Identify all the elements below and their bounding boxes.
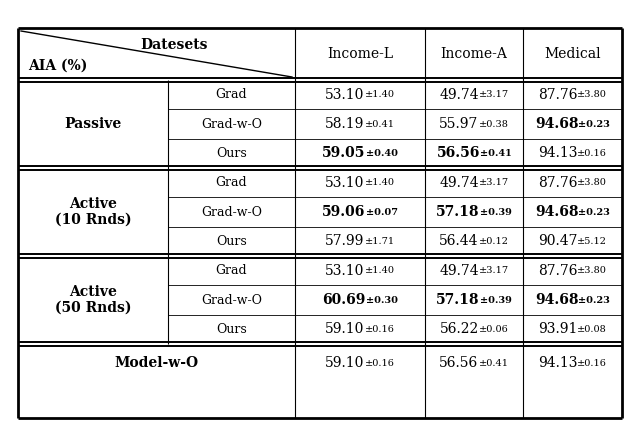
Text: ±0.07: ±0.07 [365, 207, 397, 216]
Text: 49.74: 49.74 [439, 176, 479, 190]
Text: 60.69: 60.69 [323, 293, 365, 307]
Text: AIA (%): AIA (%) [28, 58, 88, 73]
Text: 53.10: 53.10 [325, 88, 365, 102]
Text: Grad-w-O: Grad-w-O [201, 206, 262, 219]
Text: 53.10: 53.10 [325, 264, 365, 278]
Text: Grad-w-O: Grad-w-O [201, 117, 262, 130]
Text: ±0.41: ±0.41 [479, 358, 509, 367]
Text: 59.06: 59.06 [323, 205, 365, 219]
Text: 59.10: 59.10 [325, 322, 365, 336]
Text: ±1.40: ±1.40 [365, 266, 395, 275]
Text: Grad: Grad [216, 264, 247, 277]
Text: ±1.71: ±1.71 [365, 237, 395, 246]
Text: 94.13: 94.13 [538, 146, 577, 160]
Text: Grad-w-O: Grad-w-O [201, 293, 262, 306]
Text: ±3.17: ±3.17 [479, 178, 509, 187]
Text: ±0.08: ±0.08 [577, 325, 607, 334]
Text: 56.56: 56.56 [436, 146, 480, 160]
Text: ±0.16: ±0.16 [577, 358, 607, 367]
Text: 87.76: 87.76 [538, 88, 577, 102]
Text: 59.10: 59.10 [325, 356, 365, 370]
Text: Passive: Passive [65, 117, 122, 131]
Text: 94.68: 94.68 [535, 205, 579, 219]
Text: 93.91: 93.91 [538, 322, 577, 336]
Text: ±0.16: ±0.16 [365, 325, 395, 334]
Text: 56.56: 56.56 [440, 356, 479, 370]
Text: Active
(10 Rnds): Active (10 Rnds) [54, 197, 131, 227]
Text: 90.47: 90.47 [538, 234, 577, 248]
Text: ±0.41: ±0.41 [365, 120, 395, 129]
Text: 57.18: 57.18 [436, 293, 480, 307]
Text: ±0.23: ±0.23 [579, 207, 610, 216]
Text: 94.68: 94.68 [535, 293, 579, 307]
Text: 56.22: 56.22 [440, 322, 479, 336]
Text: 49.74: 49.74 [439, 88, 479, 102]
Text: ±0.16: ±0.16 [577, 149, 607, 158]
Text: ±0.23: ±0.23 [579, 296, 610, 305]
Text: ±0.41: ±0.41 [480, 149, 511, 158]
Text: 94.13: 94.13 [538, 356, 577, 370]
Text: ±0.38: ±0.38 [479, 120, 509, 129]
Text: Ours: Ours [216, 147, 247, 160]
Text: ±3.80: ±3.80 [577, 90, 607, 99]
Text: Ours: Ours [216, 235, 247, 248]
Text: 58.19: 58.19 [325, 117, 365, 131]
Text: ±0.40: ±0.40 [365, 149, 397, 158]
Text: ±3.17: ±3.17 [479, 90, 509, 99]
Text: Ours: Ours [216, 323, 247, 336]
Text: Grad: Grad [216, 176, 247, 189]
Text: 49.74: 49.74 [439, 264, 479, 278]
Text: 87.76: 87.76 [538, 264, 577, 278]
Text: 87.76: 87.76 [538, 176, 577, 190]
Text: ±0.16: ±0.16 [365, 358, 395, 367]
Text: Grad: Grad [216, 88, 247, 101]
Text: 59.05: 59.05 [323, 146, 365, 160]
Text: 94.68: 94.68 [535, 117, 579, 131]
Text: 55.97: 55.97 [440, 117, 479, 131]
Text: ±0.06: ±0.06 [479, 325, 509, 334]
Text: ±3.80: ±3.80 [577, 266, 607, 275]
Text: ±0.39: ±0.39 [480, 207, 512, 216]
Text: Income-L: Income-L [327, 47, 393, 61]
Text: ±0.30: ±0.30 [365, 296, 397, 305]
Text: ±0.23: ±0.23 [579, 120, 610, 129]
Text: 57.18: 57.18 [436, 205, 480, 219]
Text: Active
(50 Rnds): Active (50 Rnds) [55, 285, 131, 315]
Text: 53.10: 53.10 [325, 176, 365, 190]
Text: 57.99: 57.99 [325, 234, 365, 248]
Text: ±0.12: ±0.12 [479, 237, 509, 246]
Text: ±0.39: ±0.39 [480, 296, 512, 305]
Text: ±3.17: ±3.17 [479, 266, 509, 275]
Text: Medical: Medical [544, 47, 601, 61]
Text: ±3.80: ±3.80 [577, 178, 607, 187]
Text: ±1.40: ±1.40 [365, 178, 395, 187]
Text: Datesets: Datesets [141, 38, 208, 52]
Text: ±5.12: ±5.12 [577, 237, 607, 246]
Text: 56.44: 56.44 [439, 234, 479, 248]
Text: ±1.40: ±1.40 [365, 90, 395, 99]
Text: Income-A: Income-A [440, 47, 508, 61]
Text: Model-w-O: Model-w-O [115, 356, 198, 370]
